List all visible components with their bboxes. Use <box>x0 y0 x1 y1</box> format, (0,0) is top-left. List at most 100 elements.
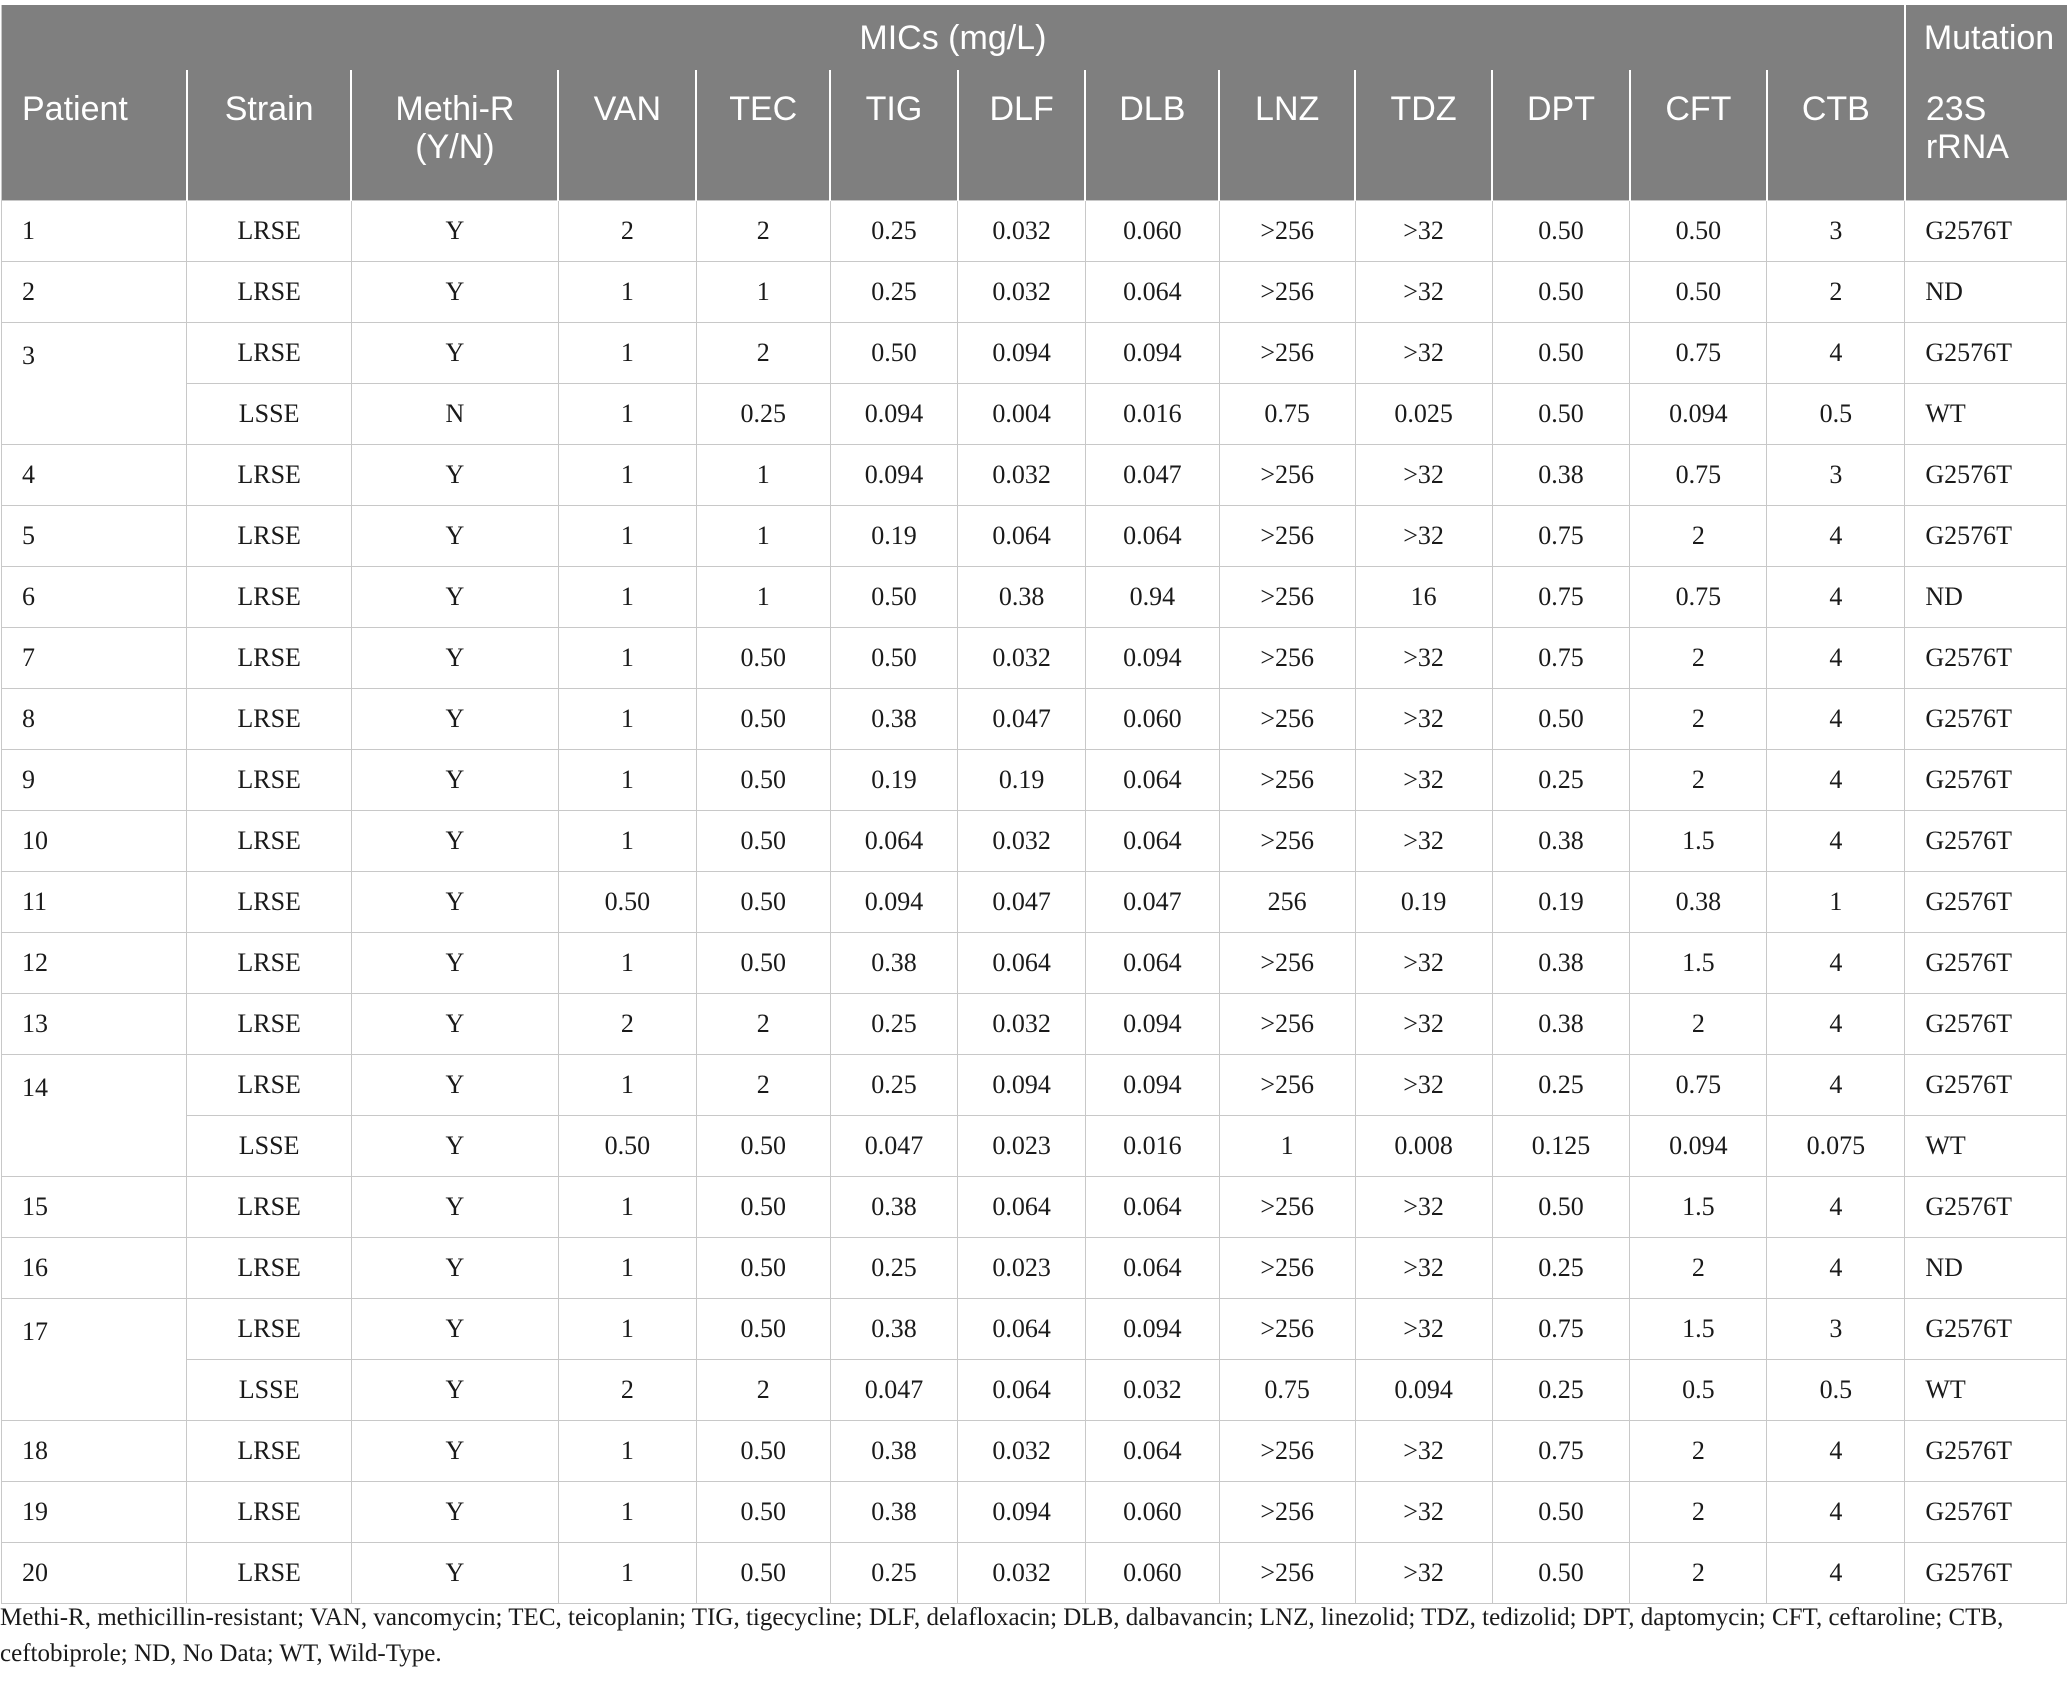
cell-ctb: 4 <box>1766 1176 1906 1238</box>
cell-dlf: 0.032 <box>957 1420 1086 1482</box>
cell-methi-r: Y <box>350 993 559 1055</box>
cell-lnz: >256 <box>1218 1542 1356 1604</box>
table-row: 17 LRSE Y 1 0.50 0.38 0.064 0.094 >256 >32 0.75 1.5… <box>0 1298 2067 1421</box>
cell-tig: 0.38 <box>829 688 959 750</box>
cell-van: 1 <box>557 1298 697 1360</box>
cell-methi-r: Y <box>350 1420 559 1482</box>
cell-methi-r: Y <box>350 627 559 689</box>
cell-tdz: >32 <box>1354 1054 1493 1116</box>
cell-cft: 0.5 <box>1629 1359 1768 1421</box>
cell-cft: 0.094 <box>1629 383 1768 445</box>
cell-tec: 0.50 <box>695 810 831 872</box>
cell-23s-rrna: G2576T <box>1904 322 2067 384</box>
cell-tdz: >32 <box>1354 688 1493 750</box>
cell-23s-rrna: WT <box>1904 1115 2067 1177</box>
cell-strain: LRSE <box>186 871 352 933</box>
cell-dpt: 0.50 <box>1491 383 1631 445</box>
cell-tec: 0.50 <box>695 871 831 933</box>
table-row: 19 LRSE Y 1 0.50 0.38 0.094 0.060 >256 >32 0.50 2 4 G… <box>0 1481 2067 1543</box>
cell-tec: 2 <box>695 993 831 1055</box>
cell-cft: 2 <box>1629 1542 1768 1604</box>
cell-tec: 2 <box>695 1359 831 1421</box>
cell-23s-rrna: G2576T <box>1904 1176 2067 1238</box>
cell-cft: 2 <box>1629 1481 1768 1543</box>
cell-ctb: 1 <box>1766 871 1906 933</box>
cell-van: 1 <box>557 322 697 384</box>
cell-tec: 2 <box>695 1054 831 1116</box>
cell-dpt: 0.50 <box>1491 688 1631 750</box>
cell-tdz: 16 <box>1354 566 1493 628</box>
cell-tig: 0.094 <box>829 444 959 506</box>
cell-dlb: 0.064 <box>1084 932 1220 994</box>
cell-tdz: >32 <box>1354 200 1493 262</box>
cell-dlb: 0.016 <box>1084 1115 1220 1177</box>
cell-dlf: 0.047 <box>957 871 1086 933</box>
cell-dlf: 0.032 <box>957 627 1086 689</box>
table-row: 10 LRSE Y 1 0.50 0.064 0.032 0.064 >256 >32 0.38 1.… <box>0 810 2067 872</box>
cell-dlb: 0.060 <box>1084 1542 1220 1604</box>
cell-dlf: 0.19 <box>957 749 1086 811</box>
cell-methi-r: Y <box>350 1115 559 1177</box>
table-row: 12 LRSE Y 1 0.50 0.38 0.064 0.064 >256 >32 0.38 1.5… <box>0 932 2067 994</box>
cell-dlb: 0.064 <box>1084 749 1220 811</box>
cell-23s-rrna: G2576T <box>1904 871 2067 933</box>
cell-van: 2 <box>557 1359 697 1421</box>
table-body: 1 LRSE Y 2 2 0.25 0.032 0.060 >256 >32 0.50 0.50 3 G2… <box>0 200 2067 1604</box>
table-row: LSSE N 1 0.25 0.094 0.004 0.016 0.75 0.025 0.50 0.… <box>2 383 2067 445</box>
cell-strain: LRSE <box>186 444 352 506</box>
cell-strain: LRSE <box>186 322 352 384</box>
cell-lnz: >256 <box>1218 505 1356 567</box>
cell-strain: LSSE <box>186 1359 352 1421</box>
cell-dlf: 0.023 <box>957 1115 1086 1177</box>
cell-methi-r: Y <box>350 871 559 933</box>
cell-strain: LRSE <box>186 200 352 262</box>
column-header-dpt: DPT <box>1491 70 1630 201</box>
cell-tig: 0.50 <box>829 627 959 689</box>
cell-strain: LRSE <box>186 810 352 872</box>
cell-tec: 0.50 <box>695 1115 831 1177</box>
cell-tig: 0.50 <box>829 566 959 628</box>
cell-lnz: >256 <box>1218 932 1356 994</box>
cell-ctb: 4 <box>1766 688 1906 750</box>
cell-patient: 2 <box>0 261 188 323</box>
cell-lnz: >256 <box>1218 993 1356 1055</box>
cell-dlb: 0.094 <box>1084 1298 1220 1360</box>
cell-dlf: 0.032 <box>957 444 1086 506</box>
cell-tdz: >32 <box>1354 322 1493 384</box>
cell-cft: 2 <box>1629 749 1768 811</box>
table-row: 18 LRSE Y 1 0.50 0.38 0.032 0.064 >256 >32 0.75 2 4 G… <box>0 1420 2067 1482</box>
cell-tec: 1 <box>695 444 831 506</box>
cell-tec: 0.50 <box>695 688 831 750</box>
column-header-lnz: LNZ <box>1218 70 1356 201</box>
cell-dlf: 0.064 <box>957 1359 1086 1421</box>
cell-ctb: 4 <box>1766 932 1906 994</box>
cell-methi-r: Y <box>350 1481 559 1543</box>
cell-ctb: 4 <box>1766 505 1906 567</box>
cell-dpt: 0.25 <box>1491 1359 1631 1421</box>
column-header-methi-r: Methi-R (Y/N) <box>350 70 559 201</box>
table-row: LSSE Y 0.50 0.50 0.047 0.023 0.016 1 0.008 0.125 0… <box>2 1115 2067 1177</box>
cell-methi-r: Y <box>350 505 559 567</box>
cell-dpt: 0.38 <box>1491 932 1631 994</box>
cell-patient: 5 <box>0 505 188 567</box>
cell-23s-rrna: G2576T <box>1904 444 2067 506</box>
header-column-row: Patient Strain Methi-R (Y/N) VAN TEC TIG… <box>1 70 2067 201</box>
cell-strain: LRSE <box>186 1481 352 1543</box>
cell-tig: 0.19 <box>829 505 959 567</box>
cell-van: 1 <box>557 932 697 994</box>
cell-strain: LRSE <box>186 1176 352 1238</box>
cell-van: 1 <box>557 505 697 567</box>
cell-methi-r: Y <box>350 444 559 506</box>
cell-methi-r: Y <box>350 566 559 628</box>
cell-dpt: 0.75 <box>1491 627 1631 689</box>
cell-tig: 0.25 <box>829 1542 959 1604</box>
cell-methi-r: Y <box>350 810 559 872</box>
cell-tig: 0.047 <box>829 1115 959 1177</box>
cell-tec: 1 <box>695 505 831 567</box>
cell-dpt: 0.50 <box>1491 1176 1631 1238</box>
cell-dpt: 0.50 <box>1491 261 1631 323</box>
table-row: 14 LRSE Y 1 2 0.25 0.094 0.094 >256 >32 0.25 0.75 4 G… <box>0 1054 2067 1177</box>
cell-dlb: 0.016 <box>1084 383 1220 445</box>
cell-tdz: >32 <box>1354 1420 1493 1482</box>
cell-ctb: 4 <box>1766 566 1906 628</box>
